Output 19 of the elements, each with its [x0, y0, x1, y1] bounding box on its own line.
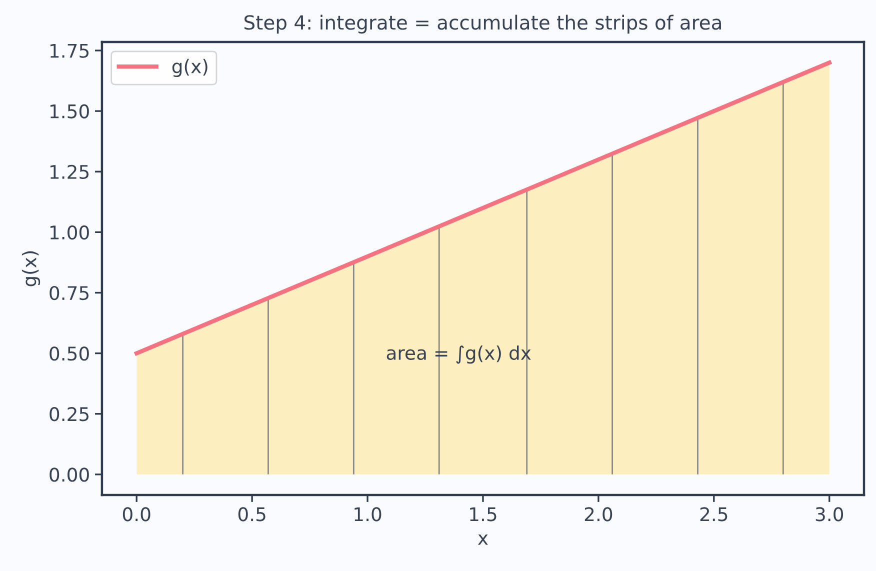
x-tick-label: 1.0 — [354, 507, 382, 522]
y-tick-label: 0.25 — [50, 407, 89, 422]
x-tick-label: 0.0 — [122, 507, 150, 522]
y-tick-label: 1.25 — [50, 164, 89, 180]
y-tick-label: 0.50 — [50, 346, 89, 361]
x-axis-title: x — [478, 534, 488, 545]
chart-title: Step 4: integrate = accumulate the strips of area — [244, 14, 721, 34]
y-tick-label: 0.75 — [50, 286, 89, 300]
y-tick-label: 1.75 — [50, 44, 89, 58]
legend-label: g(x) — [172, 58, 208, 78]
x-tick-label: 3.0 — [816, 507, 844, 522]
x-tick-label: 0.5 — [238, 507, 266, 522]
y-tick-label: 1.50 — [50, 104, 89, 118]
y-axis-title: g(x) — [22, 251, 40, 286]
x-tick-label: 2.0 — [584, 507, 612, 522]
x-tick-label: 2.5 — [700, 507, 728, 522]
x-tick-label: 1.5 — [470, 507, 496, 522]
y-tick-label: 1.00 — [50, 225, 89, 240]
y-tick-label: 0.00 — [50, 468, 89, 482]
